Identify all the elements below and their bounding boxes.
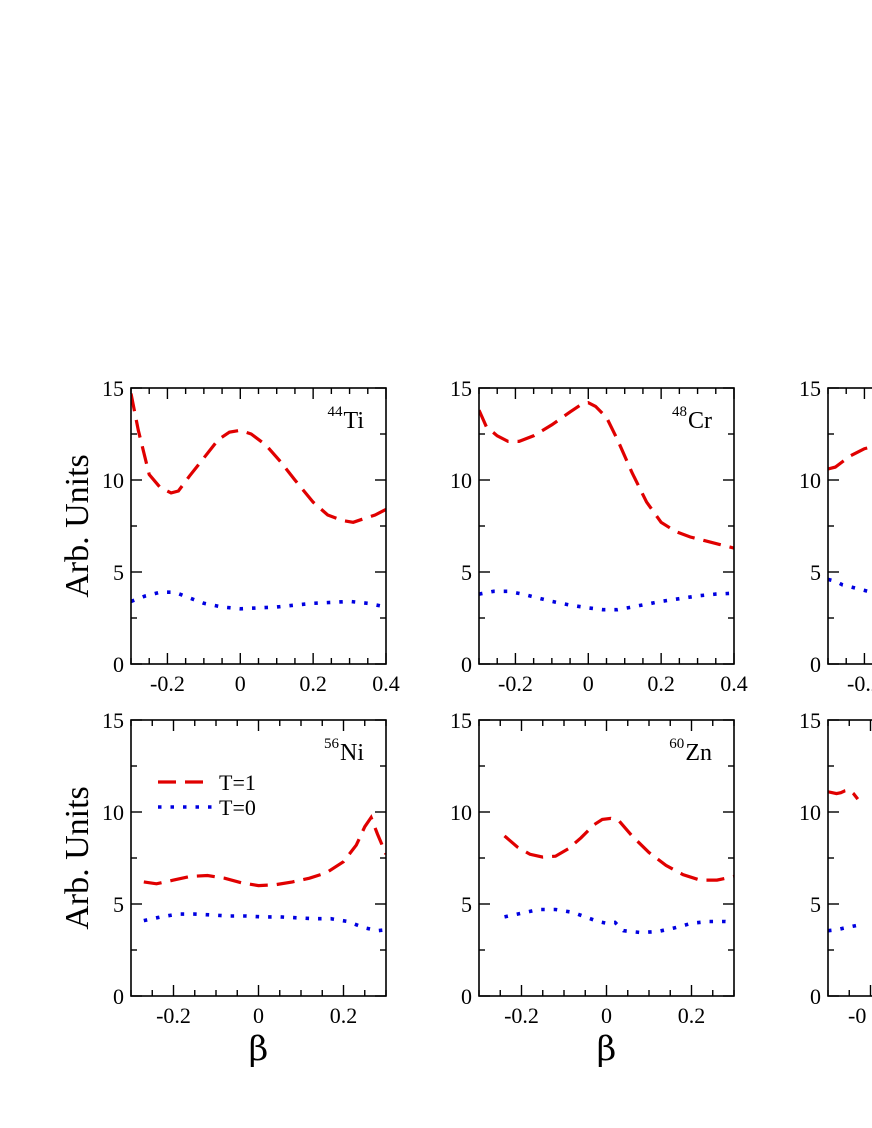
plot-frame — [827, 719, 872, 997]
y-tick-label: 5 — [810, 892, 821, 917]
x-axis-title: β — [249, 1029, 269, 1069]
series-line-t1 — [503, 816, 734, 882]
x-tick-label: -0.2 — [847, 671, 872, 696]
x-tick-label: 0 — [583, 671, 594, 696]
x-tick-label: -0.2 — [504, 1003, 539, 1028]
y-tick-label: 15 — [102, 708, 124, 733]
y-tick-label: 10 — [799, 468, 821, 493]
series-line-t0 — [828, 577, 872, 594]
series-line-t1 — [479, 400, 734, 550]
y-tick-label: 5 — [461, 892, 472, 917]
x-tick-label: -0.2 — [498, 671, 533, 696]
x-tick-label: -0 — [848, 1003, 866, 1028]
plot-frame — [827, 387, 872, 665]
y-tick-label: 0 — [461, 984, 472, 1009]
series-line-t0 — [143, 912, 386, 933]
x-tick-label: 0.2 — [678, 1003, 706, 1028]
nucleus-symbol: Ni — [340, 740, 364, 766]
y-tick-label: 0 — [461, 652, 472, 677]
y-tick-label: 0 — [810, 652, 821, 677]
y-tick-label: 15 — [450, 708, 472, 733]
x-tick-label: 0.2 — [330, 1003, 358, 1028]
nucleus-mass: 44 — [328, 404, 344, 420]
x-tick-label: 0.2 — [647, 671, 675, 696]
x-tick-label: -0.2 — [156, 1003, 191, 1028]
x-tick-label: 0.2 — [299, 671, 327, 696]
series-line-t1 — [828, 445, 872, 471]
y-tick-label: 0 — [113, 984, 124, 1009]
x-tick-label: -0.2 — [150, 671, 185, 696]
y-axis-title: Arb. Units — [59, 786, 96, 930]
y-tick-label: 15 — [450, 376, 472, 401]
series-line-t0 — [828, 923, 859, 933]
panel-partial-0: 0 5 10 15 -0.2 — [799, 376, 872, 696]
series-line-t1 — [828, 788, 860, 801]
y-tick-label: 5 — [461, 560, 472, 585]
series-line-t0 — [504, 907, 734, 935]
panel-partial-1: 0 5 10 15 -0 — [799, 708, 872, 1028]
x-tick-label: 0.4 — [720, 671, 748, 696]
y-tick-label: 10 — [102, 468, 124, 493]
y-tick-label: 10 — [799, 800, 821, 825]
x-tick-label: 0 — [601, 1003, 612, 1028]
y-tick-label: 5 — [113, 892, 124, 917]
y-tick-label: 15 — [102, 376, 124, 401]
y-tick-label: 0 — [810, 984, 821, 1009]
series-line-t1 — [143, 814, 386, 888]
y-tick-label: 5 — [113, 560, 124, 585]
y-tick-label: 0 — [113, 652, 124, 677]
legend-label-t0: T=0 — [219, 795, 256, 820]
y-axis-title: Arb. Units — [59, 454, 96, 598]
x-tick-label: 0.4 — [372, 671, 400, 696]
nucleus-mass: 48 — [672, 404, 687, 420]
nucleus-symbol: Ti — [344, 408, 365, 434]
series-line-t0 — [131, 590, 386, 611]
legend: T=1T=0 — [158, 770, 256, 820]
y-tick-label: 5 — [810, 560, 821, 585]
nucleus-symbol: Zn — [685, 740, 712, 766]
x-axis-title: β — [597, 1029, 617, 1069]
y-tick-label: 15 — [799, 376, 821, 401]
y-tick-label: 10 — [450, 468, 472, 493]
y-tick-label: 10 — [450, 800, 472, 825]
nucleus-mass: 60 — [669, 736, 684, 752]
nucleus-symbol: Cr — [688, 408, 712, 434]
x-tick-label: 0 — [235, 671, 246, 696]
legend-label-t1: T=1 — [219, 770, 256, 795]
series-line-t0 — [479, 589, 734, 612]
nucleus-mass: 56 — [324, 736, 340, 752]
series-line-t1 — [131, 393, 386, 524]
y-tick-label: 15 — [799, 708, 821, 733]
y-tick-label: 10 — [102, 800, 124, 825]
x-tick-label: 0 — [253, 1003, 264, 1028]
